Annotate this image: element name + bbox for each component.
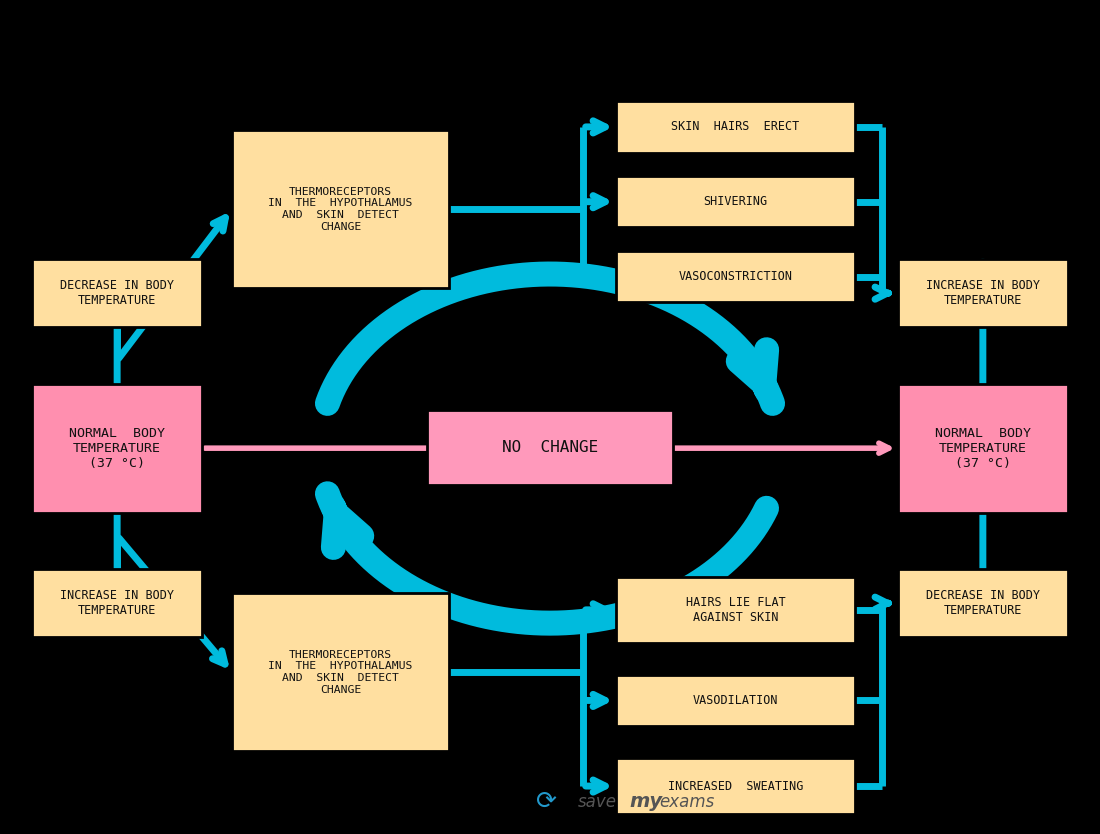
Text: DECREASE IN BODY
TEMPERATURE: DECREASE IN BODY TEMPERATURE [60, 279, 174, 307]
FancyBboxPatch shape [232, 593, 449, 751]
FancyBboxPatch shape [32, 569, 202, 637]
Text: ⟳: ⟳ [536, 790, 558, 814]
Text: NORMAL  BODY
TEMPERATURE
(37 °C): NORMAL BODY TEMPERATURE (37 °C) [935, 427, 1031, 470]
Text: VASODILATION: VASODILATION [693, 694, 778, 707]
FancyBboxPatch shape [616, 576, 855, 643]
Text: HAIRS LIE FLAT
AGAINST SKIN: HAIRS LIE FLAT AGAINST SKIN [685, 595, 785, 624]
Text: THERMORECEPTORS
IN  THE  HYPOTHALAMUS
AND  SKIN  DETECT
CHANGE: THERMORECEPTORS IN THE HYPOTHALAMUS AND … [268, 650, 412, 695]
FancyBboxPatch shape [616, 675, 855, 726]
Text: VASOCONSTRICTION: VASOCONSTRICTION [679, 270, 792, 283]
FancyBboxPatch shape [616, 251, 855, 302]
Text: INCREASE IN BODY
TEMPERATURE: INCREASE IN BODY TEMPERATURE [926, 279, 1040, 307]
Text: THERMORECEPTORS
IN  THE  HYPOTHALAMUS
AND  SKIN  DETECT
CHANGE: THERMORECEPTORS IN THE HYPOTHALAMUS AND … [268, 187, 412, 232]
FancyBboxPatch shape [898, 259, 1068, 327]
FancyBboxPatch shape [898, 384, 1068, 513]
Text: save: save [578, 793, 616, 811]
Text: my: my [629, 792, 662, 811]
FancyBboxPatch shape [232, 130, 449, 289]
Text: INCREASED  SWEATING: INCREASED SWEATING [668, 780, 803, 792]
Text: INCREASE IN BODY
TEMPERATURE: INCREASE IN BODY TEMPERATURE [60, 589, 174, 617]
Text: SKIN  HAIRS  ERECT: SKIN HAIRS ERECT [671, 120, 800, 133]
Text: DECREASE IN BODY
TEMPERATURE: DECREASE IN BODY TEMPERATURE [926, 589, 1040, 617]
Text: exams: exams [660, 793, 715, 811]
Text: NO  CHANGE: NO CHANGE [502, 440, 598, 455]
Text: SHIVERING: SHIVERING [703, 195, 768, 208]
FancyBboxPatch shape [616, 176, 855, 228]
FancyBboxPatch shape [898, 569, 1068, 637]
Text: NORMAL  BODY
TEMPERATURE
(37 °C): NORMAL BODY TEMPERATURE (37 °C) [69, 427, 165, 470]
FancyBboxPatch shape [32, 259, 202, 327]
FancyBboxPatch shape [427, 410, 673, 485]
FancyBboxPatch shape [32, 384, 202, 513]
FancyBboxPatch shape [616, 758, 855, 814]
FancyBboxPatch shape [616, 101, 855, 153]
